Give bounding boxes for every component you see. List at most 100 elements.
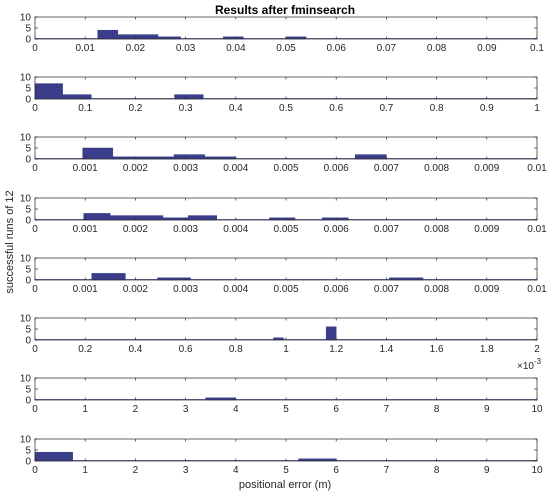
y-tick-label: 5: [25, 24, 31, 35]
y-tick-label: 5: [25, 205, 31, 216]
x-tick-label: 0: [32, 43, 38, 54]
x-tick-label: 0.04: [226, 43, 246, 54]
x-tick-label: 1.8: [480, 344, 494, 355]
x-tick-label: 0.005: [273, 284, 298, 295]
y-tick-label: 5: [25, 385, 31, 396]
y-tick-label: 5: [25, 84, 31, 95]
y-tick-label: 5: [25, 446, 31, 457]
x-tick-label: 0.01: [75, 43, 95, 54]
x-tick-label: 0.01: [527, 284, 547, 295]
x-tick-label: 0.3: [179, 103, 193, 114]
x-tick-label: 8: [434, 404, 440, 415]
y-tick-label: 0: [25, 396, 31, 407]
x-tick-label: 9: [484, 465, 490, 476]
histogram-bar: [82, 147, 114, 160]
x-tick-label: 0.2: [128, 103, 142, 114]
x-tick-label: 0.005: [273, 163, 298, 174]
x-tick-label: 0.004: [223, 163, 248, 174]
subplot-5: 0 0.001 0.002 0.003 0.004 0.005 0.006 0.007 0.00…: [20, 254, 547, 296]
x-tick-label: 0: [32, 344, 38, 355]
y-tick-label: 0: [25, 276, 31, 287]
x-tick-label: 0.002: [123, 163, 148, 174]
histogram-bar: [34, 83, 63, 100]
x-tick-label: 8: [434, 465, 440, 476]
x-tick-label: 0.7: [379, 103, 393, 114]
x-tick-label: 0.008: [424, 163, 449, 174]
x-tick-label: 0: [32, 103, 38, 114]
x-tick-label: 1: [534, 103, 540, 114]
histogram-bar: [34, 451, 73, 462]
axes-box: [34, 317, 538, 341]
x-tick-label: 0.06: [326, 43, 346, 54]
subplot-grid: 0 0.01 0.02 0.03 0.04 0.05 0.06 0.07 0.08 0.09 0.1…: [20, 13, 547, 477]
x-tick-label: 0.007: [374, 163, 399, 174]
x-tick-label: 0.006: [324, 284, 349, 295]
x-tick-label: 0.08: [427, 43, 447, 54]
x-tick-label: 2: [133, 404, 139, 415]
x-tick-label: 0.003: [173, 284, 198, 295]
x-tick-label: 0.8: [430, 103, 444, 114]
y-tick-label: 10: [20, 13, 32, 24]
y-tick-label: 0: [25, 155, 31, 166]
x-tick-label: 0.6: [329, 103, 343, 114]
histogram-bar: [325, 326, 337, 341]
y-tick-label: 10: [20, 435, 32, 446]
y-axis-label: successful runs of 12: [4, 190, 16, 293]
x-tick-label: 0.009: [474, 284, 499, 295]
x-tick-label: 0.05: [276, 43, 296, 54]
x-tick-label: 1.4: [379, 344, 393, 355]
x-tick-label: 0.007: [374, 284, 399, 295]
x-tick-label: 0: [32, 163, 38, 174]
x-tick-label: 0.5: [279, 103, 293, 114]
x-tick-label: 0.005: [273, 224, 298, 235]
x-tick-label: 0.07: [377, 43, 397, 54]
x-tick-label: 5: [283, 465, 289, 476]
histogram-bar: [91, 273, 126, 281]
x-tick-label: 6: [333, 465, 339, 476]
y-tick-label: 10: [20, 314, 32, 325]
x-tick-label: 1: [82, 404, 88, 415]
x-tick-label: 0.9: [480, 103, 494, 114]
x-tick-label: 0.2: [78, 344, 92, 355]
x-tick-label: 4: [233, 465, 239, 476]
histogram-bar: [97, 29, 119, 40]
x-tick-label: 4: [233, 404, 239, 415]
x-tick-label: 0.001: [73, 163, 98, 174]
subplot-1: 0 0.01 0.02 0.03 0.04 0.05 0.06 0.07 0.08 0.09 0.1…: [20, 13, 545, 55]
y-tick-label: 10: [20, 73, 32, 84]
x-tick-label: 0.004: [223, 224, 248, 235]
x-tick-label: 7: [384, 465, 390, 476]
x-tick-label: 1: [283, 344, 289, 355]
x-tick-label: 9: [484, 404, 490, 415]
x-tick-label: 0.002: [123, 224, 148, 235]
subplot-3: 0 0.001 0.002 0.003 0.004 0.005 0.006 0.007 0.00…: [20, 133, 547, 175]
x-tick-label: 0.03: [176, 43, 196, 54]
axes-box: [34, 438, 538, 462]
x-tick-label: 0.4: [229, 103, 243, 114]
x-tick-label: 1.6: [430, 344, 444, 355]
x-tick-label: 0.008: [424, 284, 449, 295]
x-tick-label: 0.001: [73, 224, 98, 235]
x-tick-label: 0.8: [229, 344, 243, 355]
y-tick-label: 5: [25, 144, 31, 155]
x-tick-label: 0.006: [324, 224, 349, 235]
y-tick-label: 10: [20, 254, 32, 265]
x-tick-label: 0.008: [424, 224, 449, 235]
axes-box: [34, 377, 538, 401]
y-tick-label: 10: [20, 374, 32, 385]
x-tick-label: 0.6: [179, 344, 193, 355]
x-tick-label: 3: [183, 404, 189, 415]
y-tick-label: 5: [25, 325, 31, 336]
x-tick-label: 0.009: [474, 224, 499, 235]
x-tick-label: 6: [333, 404, 339, 415]
x-tick-label: 10: [531, 404, 543, 415]
x-tick-label: 0: [32, 224, 38, 235]
y-tick-label: 0: [25, 457, 31, 468]
figure-title: Results after fminsearch: [215, 3, 355, 17]
y-tick-label: 0: [25, 95, 31, 106]
x-tick-label: 0.01: [527, 163, 547, 174]
